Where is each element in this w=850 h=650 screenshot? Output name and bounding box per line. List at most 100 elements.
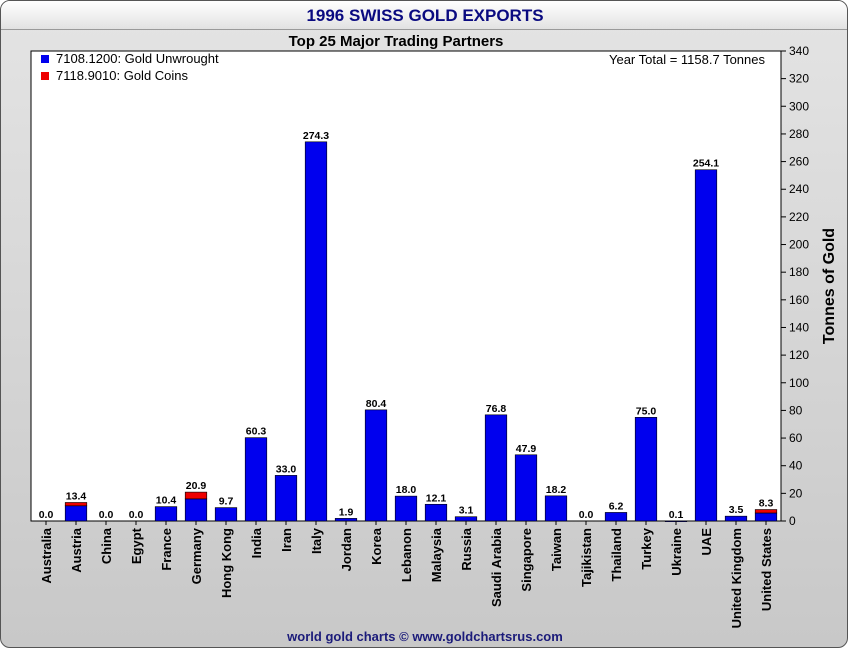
bar-unwrought-france bbox=[154, 506, 178, 522]
x-tick-label: Hong Kong bbox=[219, 528, 234, 598]
legend-swatch bbox=[41, 72, 49, 80]
y-tick-label: 100 bbox=[789, 376, 809, 390]
x-tick-label: Italy bbox=[309, 527, 324, 554]
plot-area bbox=[30, 50, 782, 522]
bar-unwrought-united-states bbox=[754, 512, 778, 522]
x-tick-label: Tajikistan bbox=[579, 528, 594, 587]
chart-subtitle: Top 25 Major Trading Partners bbox=[289, 33, 504, 50]
data-label: 20.9 bbox=[186, 480, 207, 492]
y-tick-label: 20 bbox=[789, 486, 803, 500]
x-tick-label: Ukraine bbox=[669, 528, 684, 576]
data-label: 18.0 bbox=[396, 484, 417, 496]
bar-unwrought-malaysia bbox=[424, 503, 448, 522]
data-label: 274.3 bbox=[303, 130, 329, 142]
bar-coins-united-states bbox=[754, 509, 778, 514]
data-label: 3.1 bbox=[459, 505, 474, 517]
data-label: 254.1 bbox=[693, 158, 719, 170]
y-tick-label: 280 bbox=[789, 127, 809, 141]
legend-entry: 7118.9010: Gold Coins bbox=[56, 68, 189, 83]
bar-unwrought-uae bbox=[694, 169, 718, 522]
x-tick-label: Thailand bbox=[609, 528, 624, 582]
x-tick-label: UAE bbox=[699, 528, 714, 556]
bar-unwrought-taiwan bbox=[544, 495, 568, 522]
x-tick-label: China bbox=[99, 527, 114, 564]
x-tick-label: Austria bbox=[69, 527, 84, 573]
data-label: 47.9 bbox=[516, 443, 537, 455]
footer-credit: world gold charts © www.goldchartsrus.co… bbox=[287, 629, 563, 644]
data-label: 0.0 bbox=[129, 509, 144, 521]
y-tick-label: 0 bbox=[789, 514, 796, 528]
y-tick-label: 180 bbox=[789, 265, 809, 279]
x-tick-label: United States bbox=[759, 528, 774, 611]
bar-unwrought-germany bbox=[184, 498, 208, 522]
y-tick-label: 260 bbox=[789, 155, 809, 169]
x-tick-label: Australia bbox=[39, 527, 54, 583]
data-label: 13.4 bbox=[66, 490, 87, 502]
data-label: 0.0 bbox=[579, 509, 594, 521]
data-label: 76.8 bbox=[486, 403, 507, 415]
x-tick-label: Taiwan bbox=[549, 528, 564, 571]
y-tick-label: 200 bbox=[789, 238, 809, 252]
x-tick-label: Lebanon bbox=[399, 528, 414, 582]
bar-unwrought-thailand bbox=[604, 512, 628, 522]
x-tick-label: Jordan bbox=[339, 528, 354, 571]
bar-unwrought-austria bbox=[64, 505, 88, 522]
bar-unwrought-india bbox=[244, 437, 268, 522]
x-tick-label: Malaysia bbox=[429, 527, 444, 582]
x-tick-label: Saudi Arabia bbox=[489, 527, 504, 607]
bar-unwrought-singapore bbox=[514, 454, 538, 522]
x-tick-label: Singapore bbox=[519, 528, 534, 592]
legend-entry: 7108.1200: Gold Unwrought bbox=[56, 51, 219, 66]
data-label: 0.0 bbox=[39, 509, 54, 521]
y-tick-label: 120 bbox=[789, 348, 809, 362]
data-label: 6.2 bbox=[609, 500, 624, 512]
y-tick-label: 60 bbox=[789, 431, 803, 445]
bar-unwrought-turkey bbox=[634, 417, 658, 522]
y-tick-label: 160 bbox=[789, 293, 809, 307]
data-label: 9.7 bbox=[219, 496, 234, 508]
data-label: 10.4 bbox=[156, 495, 177, 507]
y-tick-label: 240 bbox=[789, 182, 809, 196]
y-tick-label: 40 bbox=[789, 459, 803, 473]
x-tick-label: Turkey bbox=[639, 527, 654, 569]
x-tick-label: Iran bbox=[279, 528, 294, 552]
data-label: 75.0 bbox=[636, 405, 657, 417]
bar-unwrought-united-kingdom bbox=[724, 515, 748, 522]
data-label: 12.1 bbox=[426, 492, 447, 504]
y-tick-label: 80 bbox=[789, 403, 803, 417]
x-tick-label: India bbox=[249, 527, 264, 558]
bar-unwrought-korea bbox=[364, 409, 388, 522]
bar-coins-austria bbox=[64, 502, 88, 507]
x-tick-label: Egypt bbox=[129, 527, 144, 564]
bar-unwrought-iran bbox=[274, 475, 298, 522]
data-label: 8.3 bbox=[759, 498, 774, 510]
y-tick-label: 140 bbox=[789, 320, 809, 334]
data-label: 80.4 bbox=[366, 398, 387, 410]
x-tick-label: France bbox=[159, 528, 174, 571]
legend-swatch bbox=[41, 55, 49, 63]
bar-unwrought-saudi-arabia bbox=[484, 414, 508, 522]
x-tick-label: Germany bbox=[189, 527, 204, 584]
data-label: 3.5 bbox=[729, 504, 744, 516]
bar-unwrought-lebanon bbox=[394, 495, 418, 522]
bar-unwrought-italy bbox=[304, 141, 328, 522]
x-tick-label: Korea bbox=[369, 527, 384, 565]
y-tick-label: 340 bbox=[789, 44, 809, 58]
title-bar: 1996 SWISS GOLD EXPORTS bbox=[1, 1, 847, 30]
y-tick-label: 320 bbox=[789, 72, 809, 86]
data-label: 33.0 bbox=[276, 463, 297, 475]
data-label: 60.3 bbox=[246, 426, 267, 438]
y-axis-label: Tonnes of Gold bbox=[821, 228, 838, 344]
bar-coins-germany bbox=[184, 491, 208, 500]
y-tick-label: 300 bbox=[789, 99, 809, 113]
bar-unwrought-jordan bbox=[334, 518, 358, 522]
y-tick-label: 220 bbox=[789, 210, 809, 224]
data-label: 0.1 bbox=[669, 509, 684, 521]
data-label: 1.9 bbox=[339, 506, 354, 518]
bar-unwrought-hong-kong bbox=[214, 507, 238, 522]
data-label: 18.2 bbox=[546, 484, 567, 496]
x-tick-label: United Kingdom bbox=[729, 528, 744, 628]
data-label: 0.0 bbox=[99, 509, 114, 521]
